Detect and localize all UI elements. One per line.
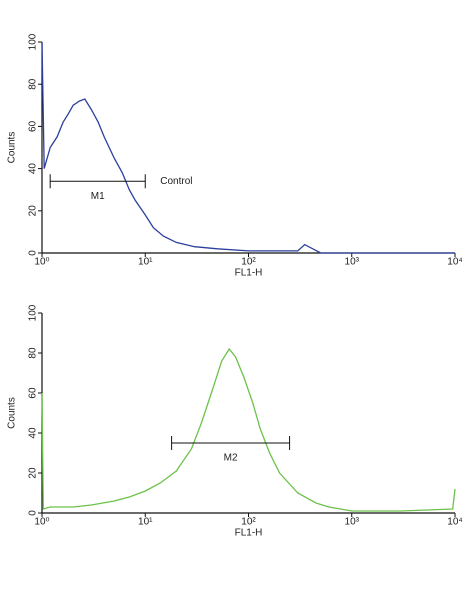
y-tick-label: 80 [28,347,39,359]
y-tick-label: 0 [28,250,39,256]
marker-label: M1 [91,191,105,202]
x-tick-label: 10⁴ [447,257,462,268]
y-tick-label: 0 [28,510,39,516]
y-tick-label: 20 [28,467,39,479]
x-tick-label: 10³ [345,257,360,268]
y-axis-label: Counts [7,132,18,164]
x-tick-label: 10¹ [138,257,153,268]
x-tick-label: 10⁴ [447,517,462,528]
axes [41,313,455,514]
axes [41,42,455,254]
x-tick-label: 10² [241,517,256,528]
annotation: Control [160,176,192,187]
x-tick-label: 10² [241,257,256,268]
y-tick-label: 100 [28,304,39,321]
y-axis-label: Counts [7,397,18,429]
x-tick-label: 10⁰ [34,257,49,268]
y-tick-label: 60 [28,387,39,399]
x-axis-label: FL1-H [235,268,263,279]
y-tick-label: 40 [28,163,39,175]
y-tick-label: 80 [28,78,39,90]
y-tick-label: 20 [28,205,39,217]
marker-label: M2 [224,453,238,464]
y-tick-label: 60 [28,120,39,132]
y-tick-label: 100 [28,33,39,50]
histogram-line [41,347,456,512]
x-tick-label: 10¹ [138,517,153,528]
y-tick-label: 40 [28,427,39,439]
x-tick-label: 10⁰ [34,517,49,528]
histogram-line [41,41,455,254]
x-axis-label: FL1-H [235,528,263,539]
x-tick-label: 10³ [345,517,360,528]
